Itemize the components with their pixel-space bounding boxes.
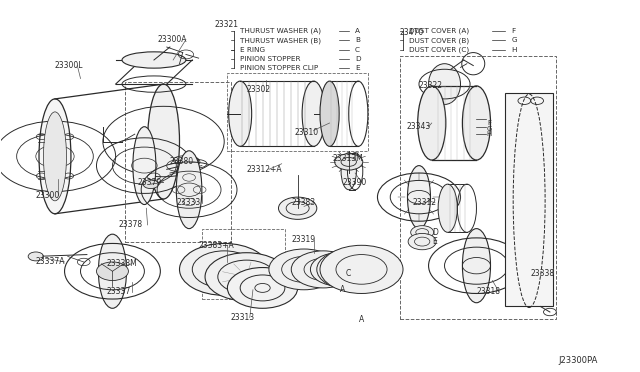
Ellipse shape bbox=[463, 229, 490, 303]
Ellipse shape bbox=[438, 184, 458, 232]
Text: C: C bbox=[355, 46, 360, 52]
Text: 23312: 23312 bbox=[413, 198, 436, 207]
Text: H: H bbox=[511, 46, 517, 52]
Ellipse shape bbox=[463, 86, 490, 160]
Ellipse shape bbox=[418, 86, 446, 160]
Text: PINION STOPPER: PINION STOPPER bbox=[240, 56, 301, 62]
Text: G: G bbox=[511, 37, 517, 44]
Circle shape bbox=[408, 234, 436, 250]
Circle shape bbox=[317, 249, 387, 290]
Text: A: A bbox=[359, 315, 364, 324]
Text: 23300: 23300 bbox=[36, 191, 60, 200]
Ellipse shape bbox=[39, 99, 71, 214]
Ellipse shape bbox=[408, 166, 431, 229]
Text: 23380: 23380 bbox=[170, 157, 194, 166]
Text: DUST COVER (C): DUST COVER (C) bbox=[410, 46, 470, 53]
Circle shape bbox=[335, 154, 363, 170]
Text: F: F bbox=[511, 28, 516, 34]
Circle shape bbox=[227, 267, 298, 308]
Text: 23383+A: 23383+A bbox=[198, 241, 234, 250]
Circle shape bbox=[291, 251, 355, 288]
Text: 23337A: 23337A bbox=[36, 257, 65, 266]
Text: 23338: 23338 bbox=[531, 269, 555, 278]
Circle shape bbox=[278, 197, 317, 219]
Text: A: A bbox=[340, 285, 345, 294]
Text: 23322: 23322 bbox=[419, 81, 443, 90]
Text: 23470: 23470 bbox=[400, 28, 424, 37]
Text: D: D bbox=[432, 228, 438, 237]
Circle shape bbox=[310, 253, 368, 286]
Ellipse shape bbox=[122, 52, 186, 68]
Text: A: A bbox=[355, 28, 360, 34]
Text: 23379: 23379 bbox=[138, 178, 163, 187]
Text: 23313: 23313 bbox=[230, 313, 255, 322]
Text: 23312+A: 23312+A bbox=[246, 165, 282, 174]
Text: 23313M: 23313M bbox=[333, 154, 364, 163]
Text: 23378: 23378 bbox=[119, 221, 143, 230]
Text: 23338M: 23338M bbox=[106, 259, 137, 268]
Bar bbox=[202, 229, 285, 299]
Circle shape bbox=[269, 249, 339, 290]
Text: DUST COVER (B): DUST COVER (B) bbox=[410, 37, 470, 44]
Bar bbox=[125, 82, 230, 241]
Ellipse shape bbox=[133, 127, 156, 205]
Ellipse shape bbox=[302, 81, 325, 146]
Circle shape bbox=[320, 245, 403, 294]
Text: H: H bbox=[486, 131, 492, 137]
Text: E: E bbox=[433, 237, 437, 246]
Text: 23300A: 23300A bbox=[157, 35, 187, 44]
Text: 23318: 23318 bbox=[476, 287, 500, 296]
Ellipse shape bbox=[341, 153, 356, 190]
Text: 23302: 23302 bbox=[246, 85, 271, 94]
Circle shape bbox=[143, 180, 159, 189]
Text: DUST COVER (A): DUST COVER (A) bbox=[410, 28, 470, 34]
Ellipse shape bbox=[148, 84, 179, 199]
Ellipse shape bbox=[99, 234, 127, 308]
Ellipse shape bbox=[320, 81, 339, 146]
Text: 23310: 23310 bbox=[294, 128, 319, 137]
Circle shape bbox=[205, 253, 288, 301]
Circle shape bbox=[179, 243, 269, 295]
Bar bbox=[400, 56, 556, 320]
Text: B: B bbox=[355, 37, 360, 44]
Text: 23390: 23390 bbox=[342, 178, 367, 187]
Text: D: D bbox=[355, 56, 361, 62]
Bar bbox=[227, 73, 368, 151]
Text: G: G bbox=[486, 126, 492, 132]
Text: E: E bbox=[355, 65, 360, 71]
Circle shape bbox=[97, 262, 129, 280]
Text: 23319: 23319 bbox=[291, 235, 316, 244]
Text: F: F bbox=[487, 120, 492, 126]
Text: J23300PA: J23300PA bbox=[559, 356, 598, 365]
Ellipse shape bbox=[228, 81, 252, 146]
Text: 23337: 23337 bbox=[106, 287, 131, 296]
Text: PINION STOPPER CLIP: PINION STOPPER CLIP bbox=[240, 65, 319, 71]
Circle shape bbox=[28, 252, 44, 261]
Circle shape bbox=[210, 261, 238, 278]
Ellipse shape bbox=[44, 112, 67, 201]
Text: THURUST WASHER (B): THURUST WASHER (B) bbox=[240, 37, 321, 44]
Ellipse shape bbox=[429, 64, 461, 105]
Text: 23321: 23321 bbox=[214, 20, 239, 29]
Text: 23383: 23383 bbox=[291, 198, 316, 207]
Text: THURUST WASHER (A): THURUST WASHER (A) bbox=[240, 28, 321, 34]
Ellipse shape bbox=[176, 151, 202, 229]
Text: 23333: 23333 bbox=[176, 198, 200, 207]
Text: E RING: E RING bbox=[240, 46, 266, 52]
Text: C: C bbox=[346, 269, 351, 278]
Circle shape bbox=[411, 226, 434, 239]
Text: 23300L: 23300L bbox=[55, 61, 83, 70]
Bar bbox=[505, 93, 553, 307]
Text: 23343: 23343 bbox=[406, 122, 431, 131]
